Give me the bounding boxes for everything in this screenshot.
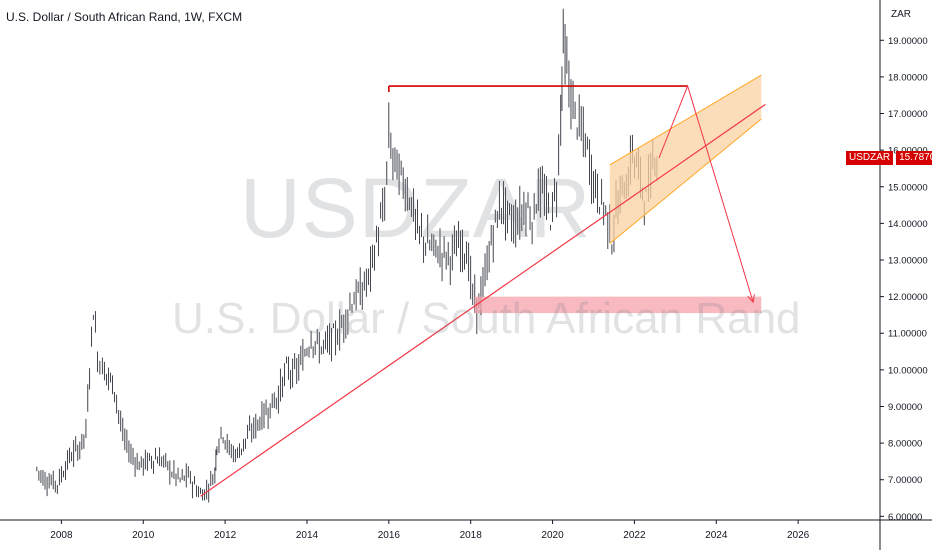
- channel-lower-line: [609, 118, 762, 244]
- y-tick-label: 10.00000: [888, 365, 928, 376]
- x-tick-label: 2024: [705, 530, 728, 541]
- last-price-symbol: USDZAR: [846, 150, 894, 165]
- x-tick-label: 2022: [623, 530, 646, 541]
- price-scale-unit: ZAR: [891, 9, 911, 20]
- x-tick-label: 2012: [214, 530, 237, 541]
- y-tick-label: 19.00000: [888, 36, 928, 47]
- chart-title: U.S. Dollar / South African Rand, 1W, FX…: [6, 10, 243, 24]
- symbol-watermark: USDZAR: [240, 161, 592, 255]
- y-tick-label: 15.00000: [888, 182, 928, 193]
- y-tick-label: 12.00000: [888, 292, 928, 303]
- y-tick-label: 9.00000: [888, 402, 922, 413]
- projection-arrowhead: [747, 294, 755, 304]
- support-zone: [474, 296, 762, 314]
- channel-upper-line: [609, 74, 762, 166]
- price-series: [36, 8, 658, 503]
- name-watermark: U.S. Dollar / South African Rand: [172, 294, 801, 343]
- last-price-badge: USDZAR 15.78700: [846, 150, 932, 165]
- y-tick-label: 8.00000: [888, 439, 922, 450]
- support-trendline: [200, 103, 766, 497]
- y-tick-label: 6.00000: [888, 512, 922, 523]
- y-tick-label: 13.00000: [888, 256, 928, 267]
- y-tick-label: 11.00000: [888, 329, 927, 340]
- y-tick-label: 14.00000: [888, 219, 928, 230]
- x-tick-label: 2016: [378, 530, 401, 541]
- y-tick-label: 17.00000: [888, 109, 928, 120]
- x-tick-label: 2018: [460, 530, 483, 541]
- x-tick-label: 2026: [787, 530, 810, 541]
- y-tick-label: 18.00000: [888, 72, 928, 83]
- x-tick-label: 2020: [541, 530, 564, 541]
- last-price-value: 15.78700: [896, 150, 932, 165]
- projection-path: [658, 84, 754, 303]
- y-tick-label: 7.00000: [888, 475, 922, 486]
- x-tick-label: 2014: [296, 530, 319, 541]
- x-tick-label: 2008: [50, 530, 73, 541]
- x-tick-label: 2010: [132, 530, 155, 541]
